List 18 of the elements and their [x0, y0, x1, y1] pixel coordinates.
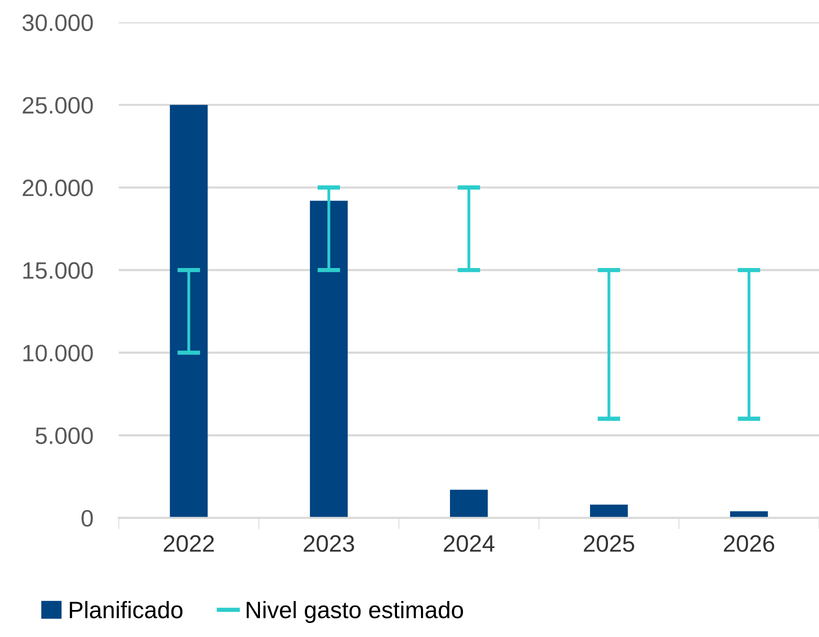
- x-tick-label: 2023: [304, 535, 354, 552]
- y-tick-label: 0: [82, 510, 93, 527]
- y-tick-label: 15.000: [23, 262, 93, 279]
- bar: [590, 504, 628, 518]
- y-tick-label: 30.000: [22, 14, 93, 32]
- bar: [450, 490, 488, 518]
- y-tick-label: 5.000: [36, 427, 93, 444]
- x-tick-label: 2022: [164, 535, 214, 552]
- x-tick-label: 2024: [444, 535, 494, 552]
- x-tick-label: 2025: [584, 535, 634, 552]
- legend-label: Nivel gasto estimado: [246, 600, 464, 624]
- y-tick-label: 10.000: [23, 344, 93, 362]
- y-tick-label: 25.000: [22, 96, 93, 114]
- x-tick-label: 2026: [724, 535, 774, 552]
- y-tick-label: 20.000: [22, 180, 93, 196]
- bar: [310, 200, 348, 518]
- bar: [170, 104, 208, 518]
- legend-label: Planificado: [70, 600, 182, 618]
